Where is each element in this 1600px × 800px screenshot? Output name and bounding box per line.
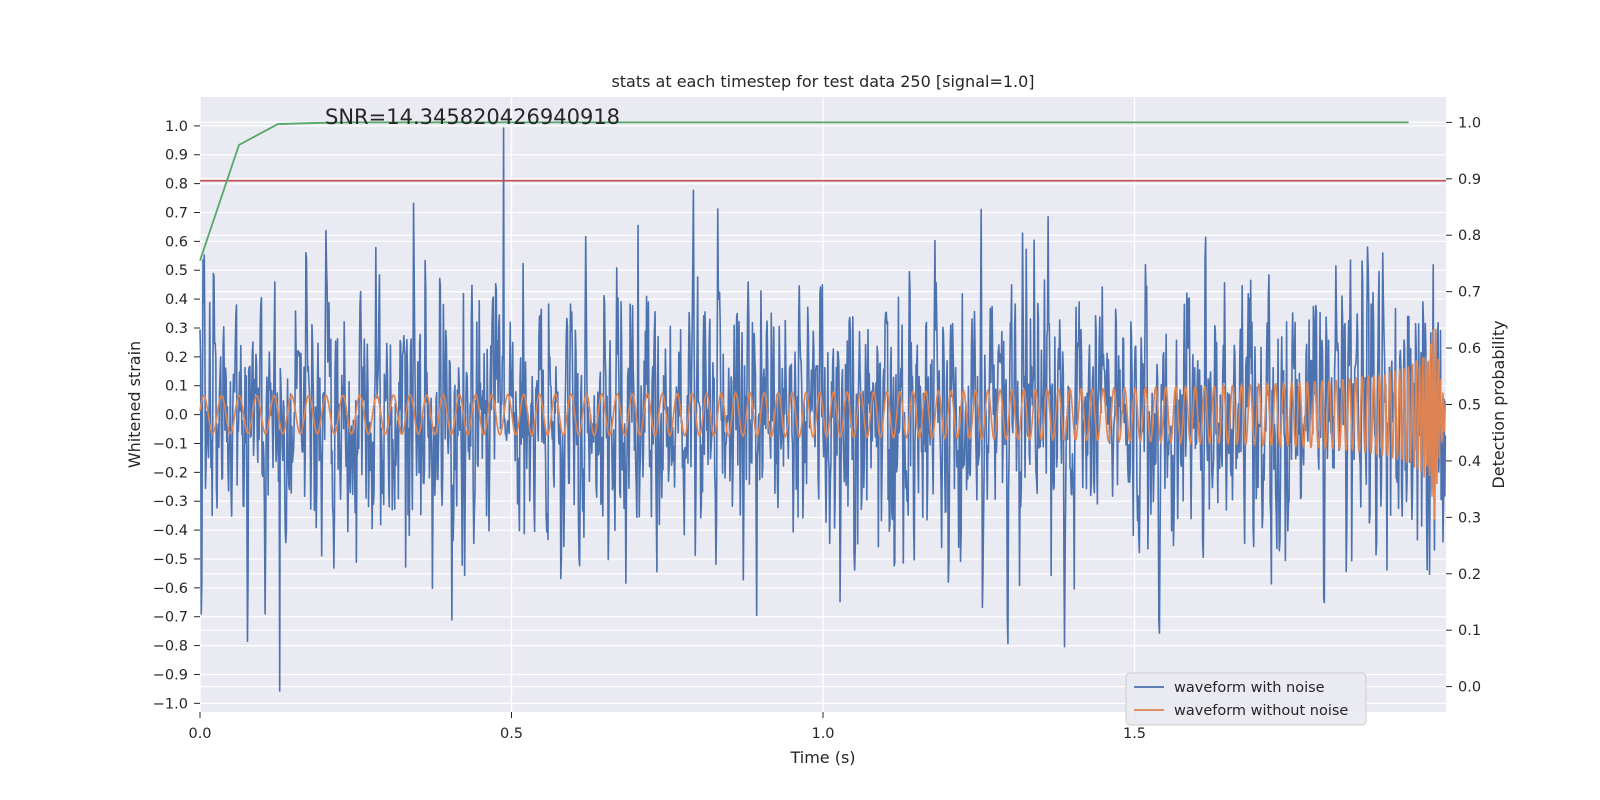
axes: 1.0 0.9 0.8 0.7 0.6 0.5 0.4 0.3 0.2 0.1 0.0 −0.1 −0.… xyxy=(153,115,1481,742)
legend-label: waveform with noise xyxy=(1174,680,1325,696)
y2-tick-label: 0.6 xyxy=(1458,341,1481,357)
y2-tick-label: 1.0 xyxy=(1458,115,1481,131)
waveform-without-noise-line xyxy=(199,328,1447,521)
waveform-with-noise-line xyxy=(199,127,1447,692)
y-tick-label: 0.0 xyxy=(165,408,188,424)
y2-tick-label: 0.4 xyxy=(1458,454,1481,470)
y-tick-label: −0.8 xyxy=(153,639,188,655)
chart-title: stats at each timestep for test data 250… xyxy=(611,72,1034,91)
y-tick-label: 0.1 xyxy=(165,379,188,395)
y2-axis-label: Detection probability xyxy=(1489,320,1508,488)
y-tick-label: −0.5 xyxy=(153,552,188,568)
y-tick-label: 0.2 xyxy=(165,350,188,366)
y-tick-label: −0.4 xyxy=(153,523,188,539)
y2-tick-label: 0.3 xyxy=(1458,510,1481,526)
y-tick-label: 0.9 xyxy=(165,148,188,164)
snr-annotation: SNR=14.345820426940918 xyxy=(325,105,620,129)
y-tick-label: 0.7 xyxy=(165,205,188,221)
plot-lines xyxy=(199,121,1447,692)
y-tick-label: 0.5 xyxy=(165,263,188,279)
x-tick-label: 0.5 xyxy=(500,726,523,742)
y-axis-label: Whitened strain xyxy=(125,341,144,468)
y-tick-label: −0.9 xyxy=(153,667,188,683)
y2-tick-label: 0.9 xyxy=(1458,172,1481,188)
y2-tick-label: 0.8 xyxy=(1458,228,1481,244)
legend: waveform with noise waveform without nois… xyxy=(1125,672,1367,726)
y-tick-label: −0.6 xyxy=(153,581,188,597)
x-tick-label: 1.0 xyxy=(811,726,834,742)
y-tick-label: −0.1 xyxy=(153,436,188,452)
y-tick-label: −0.7 xyxy=(153,610,188,626)
y-tick-label: 0.8 xyxy=(165,177,188,193)
y2-tick-label: 0.2 xyxy=(1458,567,1481,583)
y-tick-label: 0.4 xyxy=(165,292,188,308)
y2-tick-label: 0.5 xyxy=(1458,398,1481,414)
legend-box xyxy=(1125,672,1367,726)
legend-label: waveform without noise xyxy=(1174,703,1348,719)
y-tick-label: −1.0 xyxy=(153,696,188,712)
y2-tick-label: 0.1 xyxy=(1458,623,1481,639)
y-tick-label: 1.0 xyxy=(165,119,188,135)
y2-tick-label: 0.7 xyxy=(1458,285,1481,301)
x-tick-label: 0.0 xyxy=(188,726,211,742)
x-tick-label: 1.5 xyxy=(1123,726,1146,742)
detection-probability-line xyxy=(199,121,1409,261)
y2-tick-label: 0.0 xyxy=(1458,680,1481,696)
y-tick-label: 0.6 xyxy=(165,234,188,250)
y-tick-label: −0.3 xyxy=(153,494,188,510)
y-tick-label: −0.2 xyxy=(153,465,188,481)
y-tick-label: 0.3 xyxy=(165,321,188,337)
x-axis-label: Time (s) xyxy=(789,748,855,767)
